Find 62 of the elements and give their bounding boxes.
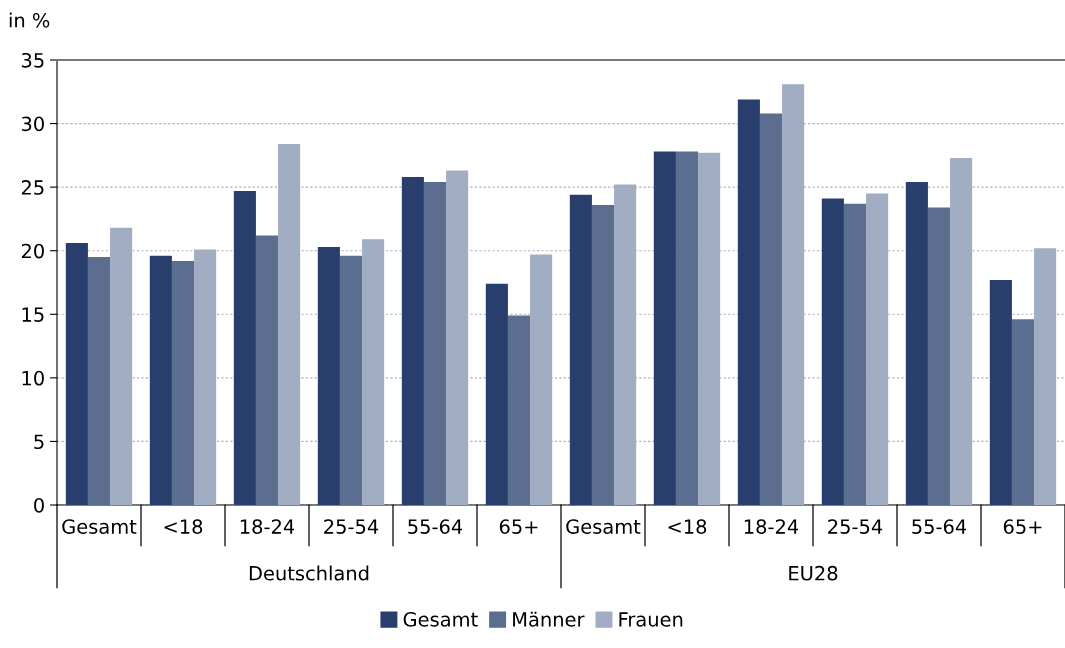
- x-tick-label: 65+: [1003, 519, 1042, 534]
- legend-label: Gesamt: [403, 612, 478, 627]
- x-tick-label: 25-54: [324, 519, 379, 534]
- bar: [821, 198, 844, 505]
- bar: [866, 193, 889, 505]
- y-tick-label: 25: [21, 180, 44, 195]
- legend-label: Männer: [513, 611, 585, 627]
- y-tick-label: 35: [21, 52, 44, 68]
- bar: [401, 176, 424, 505]
- bar: [194, 249, 217, 505]
- x-tick-label: Gesamt: [62, 519, 137, 534]
- bar: [65, 243, 88, 505]
- bar: [569, 194, 592, 505]
- bar: [675, 151, 699, 505]
- bar: [737, 99, 760, 505]
- bar: [233, 190, 256, 505]
- bar: [149, 255, 172, 505]
- y-tick-label: 15: [22, 307, 44, 322]
- x-tick-label: 55-64: [912, 519, 967, 534]
- x-tick-label: <18: [164, 519, 203, 534]
- bar: [905, 182, 928, 505]
- y-tick-label: 5: [34, 434, 44, 450]
- bar: [927, 207, 951, 505]
- bar: [759, 113, 783, 505]
- bar: [989, 279, 1012, 505]
- bar: [698, 152, 721, 505]
- bar: [423, 182, 447, 505]
- y-axis-title: in %: [9, 12, 50, 28]
- x-tick-label: 65+: [499, 519, 538, 534]
- y-tick-label: 30: [21, 116, 44, 132]
- x-tick-label: 18-24: [744, 519, 799, 534]
- x-tick-label: 25-54: [828, 519, 883, 534]
- text: Deutschland: [249, 565, 369, 581]
- x-tick-label: <18: [668, 519, 707, 534]
- y-tick-label: 0: [34, 497, 44, 513]
- text: EU28: [789, 565, 838, 581]
- bar: [171, 260, 195, 505]
- x-tick-label: 18-24: [240, 519, 295, 534]
- bar: [317, 246, 340, 505]
- bar: [362, 239, 385, 505]
- y-tick-label: 10: [22, 370, 44, 386]
- bar: [653, 151, 676, 505]
- x-tick-label: 55-64: [408, 519, 463, 534]
- legend-label: Frauen: [619, 612, 683, 627]
- bar: [255, 235, 279, 505]
- bar: [591, 204, 615, 505]
- bar: [1034, 248, 1057, 505]
- bar: [339, 255, 363, 505]
- bar: [782, 84, 805, 505]
- bar: [446, 170, 469, 505]
- bar: [507, 315, 531, 505]
- bar: [614, 184, 637, 505]
- bar: [278, 143, 301, 505]
- bar: [485, 283, 508, 505]
- bar: [530, 254, 553, 505]
- bar: [1011, 319, 1035, 505]
- y-tick-label: 20: [21, 243, 44, 259]
- bar: [950, 157, 973, 505]
- bar: [110, 227, 133, 505]
- bar: [87, 257, 111, 505]
- x-tick-label: Gesamt: [566, 519, 641, 534]
- bar: [843, 203, 867, 505]
